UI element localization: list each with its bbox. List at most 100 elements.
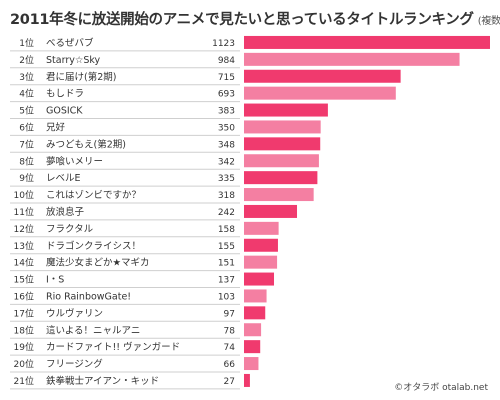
rank-label: 17位: [14, 307, 34, 319]
chart-subtitle: (複数回答): [477, 16, 500, 27]
rank-label: 9位: [19, 172, 34, 184]
category-label: これはゾンビですか？: [46, 190, 141, 201]
rank-label: 16位: [14, 290, 34, 302]
bar: [244, 188, 314, 202]
chart-row: 4位 もしドラ 693: [10, 86, 396, 103]
chart-row: 3位 君に届け(第2期) 715: [10, 69, 401, 86]
category-label: 君に届け(第2期): [46, 71, 116, 83]
bar: [244, 238, 278, 252]
category-label: 這いよる！ニャルアニ: [46, 324, 140, 336]
bar: [244, 373, 250, 387]
bar: [244, 221, 279, 235]
chart-row: 20位 フリージング 66: [10, 357, 259, 373]
rank-label: 2位: [19, 54, 34, 66]
value-label: 74: [224, 343, 236, 353]
rank-label: 8位: [19, 155, 34, 167]
value-label: 27: [224, 377, 235, 387]
category-label: 夢喰いメリー: [46, 155, 103, 167]
category-label: もしドラ: [46, 89, 84, 100]
bar: [244, 306, 266, 320]
chart-row: 14位 魔法少女まどか★マギカ 151: [10, 255, 278, 272]
chart-row: 5位 GOSICK 383: [10, 103, 328, 119]
bar: [244, 154, 319, 168]
category-label: フラクタル: [46, 224, 94, 235]
chart-row: 19位 カードファイト!! ヴァンガード 74: [10, 340, 261, 356]
rank-label: 13位: [14, 240, 34, 252]
chart-row: 13位 ドラゴンクライシス！ 155: [10, 238, 278, 255]
bar: [244, 137, 321, 151]
value-label: 155: [218, 242, 235, 252]
bar: [244, 103, 328, 117]
bar: [244, 204, 298, 218]
value-label: 137: [218, 276, 235, 286]
bar: [244, 289, 267, 303]
value-label: 66: [224, 360, 236, 370]
rank-label: 11位: [14, 206, 34, 218]
chart-row: 16位 Rio RainbowGate! 103: [10, 289, 267, 305]
rank-label: 4位: [19, 88, 34, 100]
chart-row: 7位 みつどもえ(第2期) 348: [10, 137, 321, 153]
credit-label: ©オタラボ otalab.net: [394, 383, 488, 393]
bar: [244, 52, 460, 66]
category-label: ウルヴァリン: [46, 307, 103, 319]
rank-label: 19位: [14, 341, 34, 353]
bar: [244, 357, 259, 371]
chart-row: 18位 這いよる！ニャルアニ 78: [10, 323, 262, 339]
rank-label: 5位: [19, 105, 34, 117]
bar: [244, 69, 401, 83]
value-label: 78: [224, 326, 236, 336]
category-label: ドラゴンクライシス！: [46, 240, 141, 252]
category-label: 鉄拳戦士アイアン・キッド: [46, 375, 159, 387]
chart-title-text: 2011年冬に放送開始のアニメで見たいと思っているタイトルランキング: [10, 12, 474, 28]
chart-title: 2011年冬に放送開始のアニメで見たいと思っているタイトルランキング(複数回答): [10, 8, 500, 29]
value-label: 335: [218, 174, 235, 184]
bar: [244, 323, 262, 337]
chart-row: 15位 I・S 137: [10, 272, 275, 288]
value-label: 715: [218, 73, 235, 83]
rank-label: 7位: [19, 138, 34, 150]
value-label: 350: [218, 123, 235, 133]
bar: [244, 171, 318, 185]
rank-label: 1位: [19, 37, 34, 49]
category-label: 放浪息子: [46, 206, 85, 218]
category-label: Rio RainbowGate!: [46, 291, 131, 302]
chart-row: 6位 兄好 350: [10, 120, 321, 136]
chart-row: 11位 放浪息子 242: [10, 204, 298, 221]
category-label: Starry☆Sky: [46, 55, 101, 66]
chart-row: 9位 レベルE 335: [10, 171, 318, 187]
rank-label: 15位: [14, 274, 34, 286]
category-label: フリージング: [46, 358, 103, 370]
bar: [244, 255, 278, 269]
rank-label: 10位: [14, 189, 34, 201]
value-label: 103: [218, 292, 235, 302]
value-label: 97: [224, 309, 235, 319]
value-label: 984: [218, 56, 235, 66]
category-label: べるぜバブ: [46, 37, 94, 49]
bar: [244, 86, 396, 100]
category-label: GOSICK: [46, 106, 83, 117]
chart-row: 10位 これはゾンビですか？ 318: [10, 188, 314, 204]
rank-label: 20位: [14, 358, 34, 370]
chart-row: 2位 Starry☆Sky 984: [10, 52, 460, 69]
chart-row: 1位 べるぜバブ 1123: [10, 35, 490, 52]
rank-label: 18位: [14, 324, 34, 336]
category-label: みつどもえ(第2期): [46, 138, 126, 150]
rank-label: 3位: [19, 71, 34, 83]
category-label: I・S: [46, 275, 64, 286]
value-label: 151: [218, 259, 235, 269]
bar: [244, 340, 261, 354]
value-label: 158: [218, 225, 235, 235]
rank-label: 6位: [19, 121, 34, 133]
category-label: レベルE: [46, 173, 81, 184]
category-label: 兄好: [46, 121, 66, 133]
rank-label: 21位: [14, 375, 34, 387]
chart-row: 8位 夢喰いメリー 342: [10, 154, 319, 170]
value-label: 383: [218, 107, 235, 117]
value-label: 348: [218, 140, 235, 150]
value-label: 342: [218, 157, 235, 167]
value-label: 1123: [212, 39, 235, 49]
chart-row: 12位 フラクタル 158: [10, 221, 279, 238]
rank-label: 14位: [14, 257, 34, 269]
value-label: 242: [218, 208, 235, 218]
